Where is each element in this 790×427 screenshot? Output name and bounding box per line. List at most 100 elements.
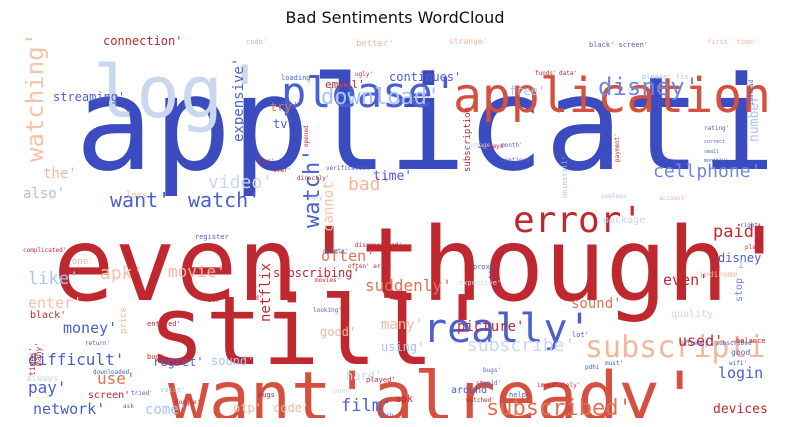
- cloud-word: right': [740, 222, 762, 229]
- cloud-word: good: [731, 348, 750, 357]
- cloud-word: movies': [315, 277, 340, 284]
- cloud-word: code': [273, 401, 309, 415]
- cloud-word: rating': [704, 125, 729, 132]
- cloud-word: subscribe': [467, 335, 575, 356]
- cloud-word: like': [28, 269, 79, 289]
- cloud-word: watched': [466, 397, 495, 404]
- cloud-word: ugly: [308, 194, 323, 201]
- cloud-word: the': [43, 166, 77, 182]
- cloud-word: subscribing': [273, 266, 360, 280]
- cloud-word: bug': [147, 353, 164, 361]
- cloud-word: one': [72, 257, 94, 267]
- cloud-word: must': [605, 360, 623, 367]
- cloud-word: watch': [188, 188, 260, 212]
- cloud-word: directly': [297, 175, 330, 182]
- cloud-word: immediately': [537, 382, 580, 389]
- cloud-word: cellphone': [653, 161, 761, 182]
- cloud-word: apk: [395, 394, 413, 405]
- cloud-word: uninstall': [561, 156, 569, 198]
- cloud-word: loading': [281, 74, 315, 82]
- cloud-word: screen': [88, 390, 130, 401]
- cloud-word: used': [678, 332, 723, 350]
- cloud-word: black': [30, 310, 66, 321]
- cloud-word: often' error: [348, 263, 392, 270]
- cloud-word: enter': [28, 294, 82, 312]
- cloud-word: otp': [233, 401, 262, 415]
- cloud-word: better': [356, 39, 394, 49]
- cloud-word: expensive': [459, 279, 501, 287]
- cloud-word: number: [747, 95, 762, 142]
- cloud-word: use': [97, 369, 136, 388]
- cloud-word: email': [325, 78, 365, 91]
- cloud-word: help': [509, 391, 530, 399]
- cloud-word: delete': [323, 248, 348, 255]
- cloud-word: disappointed': [355, 242, 402, 249]
- cloud-word: return': [85, 340, 110, 347]
- cloud-word: money': [63, 319, 117, 337]
- cloud-word: hard': [346, 369, 382, 383]
- cloud-word: many': [381, 317, 423, 333]
- cloud-word: register: [195, 233, 229, 241]
- cloud-word: sound': [571, 296, 622, 312]
- cloud-word: proxy': [473, 263, 498, 271]
- cloud-word: pay': [28, 378, 67, 397]
- cloud-word: streaming': [53, 90, 125, 104]
- cloud-word: code': [246, 38, 267, 46]
- cloud-word: application': [75, 48, 767, 200]
- cloud-word: try': [270, 100, 299, 114]
- cloud-word: netflix: [258, 263, 274, 322]
- cloud-word: want': [110, 188, 170, 212]
- cloud-word: paid': [713, 222, 764, 242]
- cloud-word: verification': [326, 165, 373, 172]
- cloud-word: picture': [457, 319, 524, 335]
- cloud-word: package: [603, 215, 645, 226]
- cloud-word: stop: [734, 278, 745, 302]
- cloud-word: voice': [160, 386, 185, 394]
- cloud-word: wifi': [729, 360, 747, 367]
- cloud-word: times': [28, 347, 37, 376]
- cloud-word: turn: [379, 412, 394, 418]
- cloud-word: watch': [300, 149, 325, 228]
- cloud-word: indihome: [699, 270, 738, 279]
- cloud-word: sound': [211, 354, 254, 368]
- cloud-word: entered': [147, 320, 181, 328]
- cloud-word: download': [321, 85, 440, 110]
- cloud-word: bugs': [483, 367, 501, 374]
- cloud-word: difficult': [28, 350, 124, 369]
- cloud-word: dongle': [175, 399, 200, 406]
- cloud-word: subscribed': [486, 396, 632, 418]
- cloud-word: but': [208, 297, 222, 304]
- cloud-word: expensive': [231, 58, 247, 142]
- cloud-word: pdhi: [585, 364, 600, 371]
- cloud-word: tried': [131, 390, 153, 397]
- cloud-word: good': [320, 325, 356, 339]
- cloud-word: please' fix: [642, 73, 688, 81]
- cloud-word: 1': [737, 257, 751, 271]
- cloud-word: suddenly': [365, 276, 452, 295]
- cloud-word: ask: [123, 403, 134, 410]
- cloud-word: 2: [488, 271, 493, 281]
- cloud-word: tv': [273, 117, 295, 131]
- cloud-word: often': [321, 247, 375, 265]
- cloud-word: watching': [23, 32, 49, 162]
- cloud-word: films': [253, 158, 275, 165]
- cloud-word: continue': [501, 157, 534, 164]
- cloud-word: month': [501, 142, 523, 149]
- cloud-word: balance': [736, 337, 767, 345]
- cloud-word: apk': [100, 263, 143, 284]
- cloud-word: instead: [748, 79, 755, 105]
- cloud-word: film': [341, 396, 392, 416]
- cloud-word: even'though': [53, 206, 767, 325]
- cloud-word: login': [718, 364, 767, 382]
- cloud-word: bad': [348, 174, 391, 195]
- cloud-word: played': [366, 376, 396, 384]
- cloud-word: still': [148, 277, 491, 387]
- cloud-word: 2' days': [478, 143, 507, 150]
- cloud-word: free': [509, 84, 545, 98]
- cloud-word: subscription: [463, 107, 473, 172]
- cloud-word: star': [273, 167, 291, 174]
- cloud-word: subscription': [585, 330, 767, 365]
- cloud-word: play': [745, 244, 763, 251]
- cloud-word: funds': [535, 70, 557, 77]
- cloud-word: first' time': [707, 38, 758, 46]
